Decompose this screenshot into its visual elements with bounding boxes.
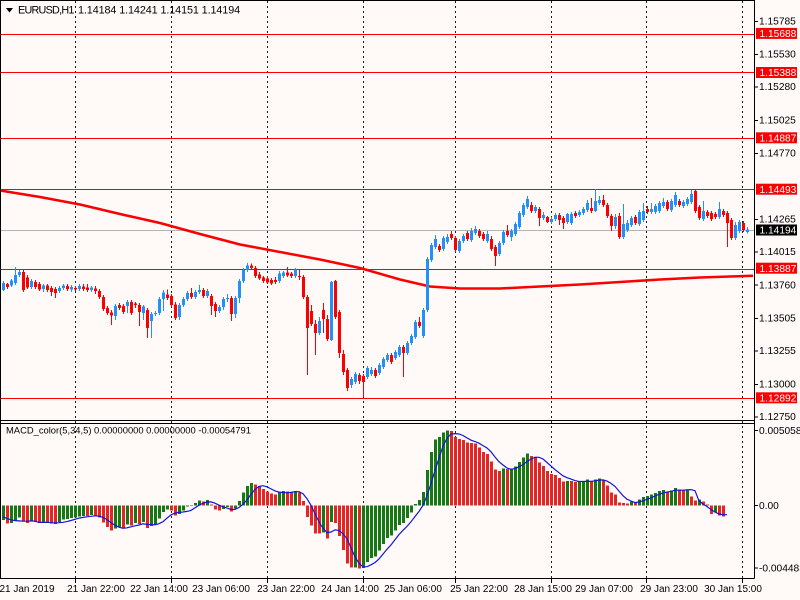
svg-text:EURUSD,H1: EURUSD,H1: [18, 4, 74, 16]
svg-text:1.14015: 1.14015: [759, 247, 796, 258]
svg-text:1.13000: 1.13000: [759, 379, 796, 390]
svg-text:1.14770: 1.14770: [759, 149, 796, 160]
svg-text:23 Jan 06:00: 23 Jan 06:00: [192, 584, 250, 595]
svg-text:1.15530: 1.15530: [759, 50, 796, 61]
svg-text:29 Jan 07:00: 29 Jan 07:00: [575, 584, 633, 595]
svg-text:29 Jan 23:00: 29 Jan 23:00: [640, 584, 698, 595]
svg-text:1.15025: 1.15025: [759, 115, 796, 126]
svg-text:21 Jan 22:00: 21 Jan 22:00: [67, 584, 125, 595]
svg-text:1.12750: 1.12750: [759, 412, 796, 423]
svg-text:-0.0044831: -0.0044831: [759, 564, 800, 575]
svg-text:1.13255: 1.13255: [759, 346, 796, 357]
svg-text:1.14887: 1.14887: [760, 134, 797, 145]
svg-text:28 Jan 15:00: 28 Jan 15:00: [514, 584, 572, 595]
svg-text:1.15388: 1.15388: [760, 68, 797, 79]
svg-text:23 Jan 22:00: 23 Jan 22:00: [257, 584, 315, 595]
svg-text:1.15688: 1.15688: [760, 29, 797, 40]
svg-text:1.13505: 1.13505: [759, 314, 796, 325]
svg-text:1.14194: 1.14194: [760, 226, 797, 237]
svg-text:22 Jan 14:00: 22 Jan 14:00: [130, 584, 188, 595]
svg-text:25 Jan 06:00: 25 Jan 06:00: [384, 584, 442, 595]
svg-text:0.0050587: 0.0050587: [759, 426, 800, 437]
svg-text:30 Jan 15:00: 30 Jan 15:00: [704, 584, 762, 595]
svg-text:0.00: 0.00: [759, 501, 779, 512]
svg-text:1.14493: 1.14493: [760, 185, 797, 196]
svg-text:1.15785: 1.15785: [759, 16, 796, 27]
svg-text:25 Jan 22:00: 25 Jan 22:00: [450, 584, 508, 595]
svg-text:21 Jan 2019: 21 Jan 2019: [0, 584, 55, 595]
svg-text:1.15280: 1.15280: [759, 82, 796, 93]
svg-text:1.14265: 1.14265: [759, 215, 796, 226]
svg-text:1.12892: 1.12892: [760, 394, 797, 405]
svg-text:24 Jan 14:00: 24 Jan 14:00: [321, 584, 379, 595]
svg-text:1.13887: 1.13887: [760, 264, 797, 275]
svg-text:MACD_color(5,34,5) 0.00000000: MACD_color(5,34,5) 0.00000000 0.00000000…: [6, 425, 251, 436]
svg-text:1.14184 1.14241 1.14151 1.1419: 1.14184 1.14241 1.14151 1.14194: [78, 4, 240, 16]
svg-text:1.13760: 1.13760: [759, 280, 796, 291]
